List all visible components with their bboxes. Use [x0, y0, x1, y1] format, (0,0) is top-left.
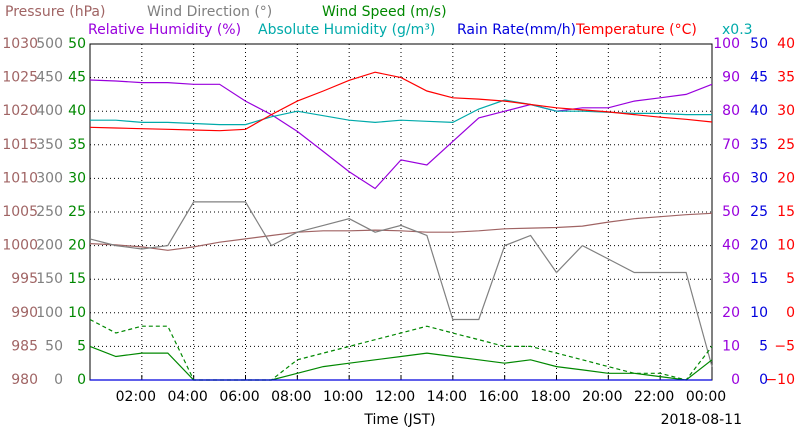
x-tick-label: 20:00 — [582, 389, 622, 405]
y-tick-label: 150 — [36, 271, 63, 287]
y-tick-label: 350 — [36, 137, 63, 153]
x-tick-label: 06:00 — [219, 389, 259, 405]
y-tick-label: 50 — [68, 36, 86, 52]
date-label: 2018-08-11 — [661, 412, 742, 428]
y-tick-label: 20 — [750, 238, 768, 254]
series-line — [89, 79, 713, 190]
y-tick-label: 1025 — [2, 70, 38, 86]
y-tick-label: 15 — [68, 271, 86, 287]
x-tick-label: 02:00 — [116, 389, 156, 405]
y-tick-label: 30 — [68, 170, 86, 186]
y-tick-label: 70 — [722, 137, 740, 153]
y-tick-label: 20 — [68, 238, 86, 254]
y-tick-label: 1005 — [2, 204, 38, 220]
y-tick-label: 40 — [68, 103, 86, 119]
x-tick-label: 08:00 — [271, 389, 311, 405]
y-tick-label: 400 — [36, 103, 63, 119]
y-tick-label: 1015 — [2, 137, 38, 153]
y-tick-label: −10 — [765, 372, 795, 388]
y-tick-label: 10 — [68, 305, 86, 321]
y-tick-label: 10 — [722, 338, 740, 354]
scale-label: x0.3 — [722, 22, 753, 38]
series-line — [89, 345, 713, 381]
x-tick-label: 12:00 — [375, 389, 415, 405]
axis-title: Wind Speed (m/s) — [322, 4, 447, 20]
y-tick-label: 40 — [722, 238, 740, 254]
y-tick-label: 80 — [722, 103, 740, 119]
y-tick-label: 1020 — [2, 103, 38, 119]
y-tick-label: 0 — [77, 372, 86, 388]
y-tick-label: 5 — [786, 271, 795, 287]
y-tick-label: 20 — [722, 305, 740, 321]
y-tick-label: 0 — [731, 372, 740, 388]
y-tick-label: 30 — [777, 103, 795, 119]
axis-title: Wind Direction (°) — [147, 4, 272, 20]
x-tick-label: 22:00 — [634, 389, 674, 405]
y-tick-label: 15 — [750, 271, 768, 287]
y-tick-label: 30 — [722, 271, 740, 287]
y-tick-label: 985 — [11, 338, 38, 354]
y-tick-label: 35 — [750, 137, 768, 153]
y-tick-label: 25 — [750, 204, 768, 220]
x-tick-label: 04:00 — [167, 389, 207, 405]
y-tick-label: 980 — [11, 372, 38, 388]
y-tick-label: 10 — [777, 238, 795, 254]
y-tick-label: 50 — [45, 338, 63, 354]
y-tick-label: 450 — [36, 70, 63, 86]
y-tick-label: −5 — [774, 338, 795, 354]
y-tick-label: 90 — [722, 70, 740, 86]
axis-title: Pressure (hPa) — [5, 4, 105, 20]
series-line — [89, 201, 713, 367]
legend-entry: Absolute Humidity (g/m³) — [258, 22, 435, 38]
y-tick-label: 45 — [750, 70, 768, 86]
y-tick-label: 250 — [36, 204, 63, 220]
y-tick-label: 25 — [68, 204, 86, 220]
y-tick-label: 1000 — [2, 238, 38, 254]
y-tick-label: 40 — [777, 36, 795, 52]
axis-title: Rain Rate(mm/h) — [457, 22, 576, 38]
y-tick-label: 20 — [777, 170, 795, 186]
y-tick-label: 30 — [750, 170, 768, 186]
y-tick-label: 40 — [750, 103, 768, 119]
y-tick-label: 1010 — [2, 170, 38, 186]
x-tick-label: 16:00 — [478, 389, 518, 405]
y-tick-label: 5 — [759, 338, 768, 354]
y-tick-label: 5 — [77, 338, 86, 354]
y-tick-label: 10 — [750, 305, 768, 321]
y-tick-label: 45 — [68, 70, 86, 86]
y-tick-label: 100 — [713, 36, 740, 52]
x-tick-label: 10:00 — [323, 389, 363, 405]
y-tick-label: 990 — [11, 305, 38, 321]
y-tick-label: 35 — [777, 70, 795, 86]
y-tick-label: 50 — [722, 204, 740, 220]
y-tick-label: 15 — [777, 204, 795, 220]
axis-title: Temperature (°C) — [575, 22, 697, 38]
y-tick-label: 0 — [54, 372, 63, 388]
y-tick-label: 0 — [786, 305, 795, 321]
x-axis-label: Time (JST) — [363, 412, 435, 428]
y-tick-label: 50 — [750, 36, 768, 52]
y-tick-label: 60 — [722, 170, 740, 186]
y-tick-label: 995 — [11, 271, 38, 287]
series-line — [89, 71, 713, 132]
y-tick-label: 1030 — [2, 36, 38, 52]
y-tick-label: 100 — [36, 305, 63, 321]
x-tick-label: 14:00 — [427, 389, 467, 405]
y-tick-label: 300 — [36, 170, 63, 186]
y-tick-label: 500 — [36, 36, 63, 52]
axis-title: Relative Humidity (%) — [88, 22, 241, 38]
x-tick-label: 00:00 — [686, 389, 726, 405]
y-tick-label: 0 — [759, 372, 768, 388]
x-tick-label: 18:00 — [530, 389, 570, 405]
y-tick-label: 25 — [777, 137, 795, 153]
series-line — [89, 212, 713, 251]
y-tick-label: 200 — [36, 238, 63, 254]
y-tick-label: 35 — [68, 137, 86, 153]
